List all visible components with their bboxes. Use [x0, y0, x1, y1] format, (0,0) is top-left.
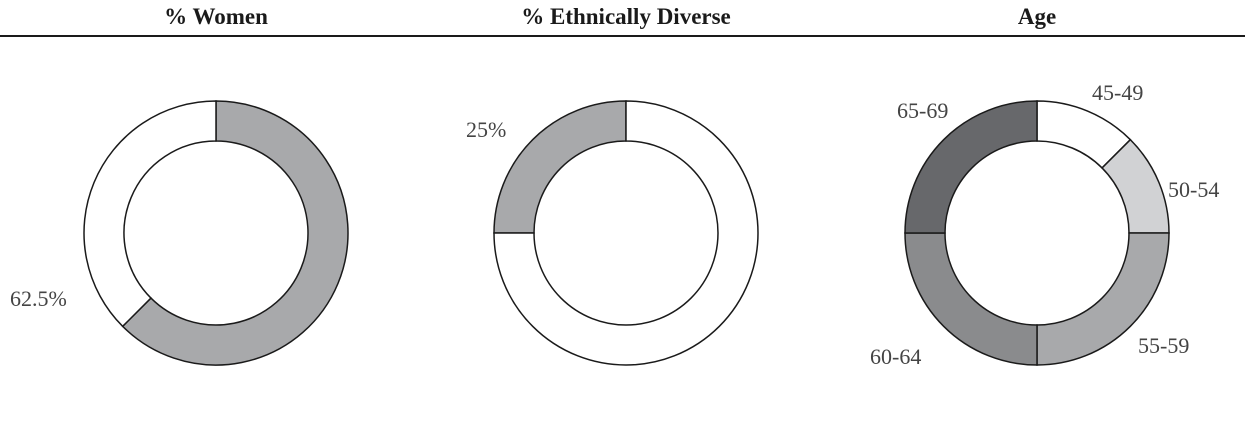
donut-3-label-3: 55-59	[1138, 333, 1189, 358]
donut-3-label-5: 65-69	[897, 98, 948, 123]
donut-2-slice-1	[494, 101, 626, 233]
donut-3-label-1: 45-49	[1092, 80, 1143, 105]
donut-3-label-2: 50-54	[1168, 177, 1219, 202]
donut-1-slice-2	[84, 101, 216, 326]
donut-1-label-1: 62.5%	[10, 286, 67, 311]
donut-3-label-4: 60-64	[870, 344, 921, 369]
donut-2-label-1: 25%	[466, 117, 506, 142]
donut-3-slice-4	[905, 233, 1037, 365]
